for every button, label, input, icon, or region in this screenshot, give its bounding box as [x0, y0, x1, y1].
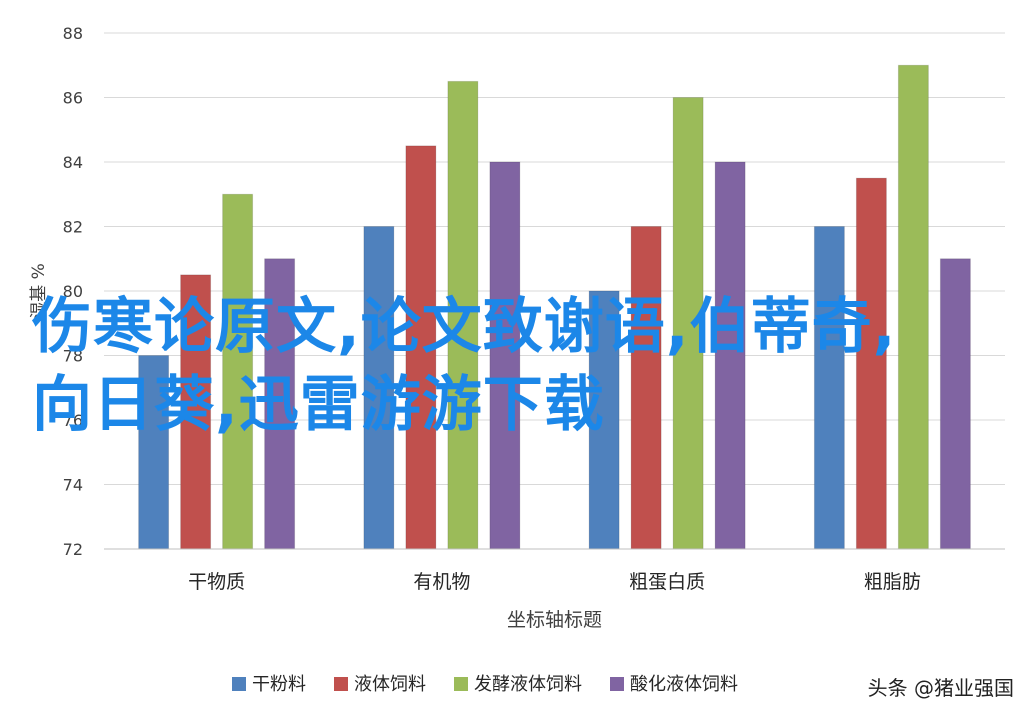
- y-tick-label: 80: [63, 282, 83, 301]
- legend-swatch: [454, 677, 468, 691]
- y-tick-label: 74: [63, 476, 83, 495]
- y-tick-label: 78: [63, 347, 83, 366]
- bar: [588, 290, 620, 550]
- bar: [897, 64, 929, 550]
- bar: [447, 80, 479, 550]
- x-category-label: 粗蛋白质: [629, 571, 705, 593]
- legend-label: 酸化液体饲料: [630, 674, 738, 695]
- bar: [222, 193, 254, 550]
- bar: [180, 274, 212, 550]
- bar: [714, 161, 746, 550]
- x-category-label: 有机物: [413, 571, 470, 593]
- bar: [630, 226, 662, 550]
- bar: [672, 97, 704, 550]
- bar: [939, 258, 971, 550]
- bar: [813, 226, 845, 550]
- y-tick-label: 76: [63, 411, 83, 430]
- legend-swatch: [334, 677, 348, 691]
- legend-swatch: [232, 677, 246, 691]
- bar: [855, 177, 887, 550]
- y-axis-title: 湿基 %: [29, 263, 49, 319]
- watermark-label: 头条 @猪业强国: [867, 676, 1014, 700]
- bar: [264, 258, 296, 550]
- x-category-label: 粗脂肪: [864, 571, 921, 593]
- bar: [405, 145, 437, 550]
- legend-label: 发酵液体饲料: [474, 674, 582, 695]
- legend-label: 液体饲料: [354, 674, 426, 695]
- y-tick-label: 84: [63, 153, 83, 172]
- legend-label: 干粉料: [252, 674, 306, 695]
- legend-swatch: [610, 677, 624, 691]
- y-tick-label: 72: [63, 540, 83, 559]
- bar: [363, 226, 395, 550]
- bar: [138, 355, 170, 550]
- y-tick-label: 82: [63, 218, 83, 237]
- x-category-label: 干物质: [188, 571, 245, 593]
- y-tick-label: 88: [63, 24, 83, 43]
- y-tick-label: 86: [63, 89, 83, 108]
- x-axis-title: 坐标轴标题: [507, 609, 602, 631]
- overlay-text: 伤寒论原文,论文致谢语,伯蒂奇,向日葵,迅雷游游下载: [32, 292, 897, 440]
